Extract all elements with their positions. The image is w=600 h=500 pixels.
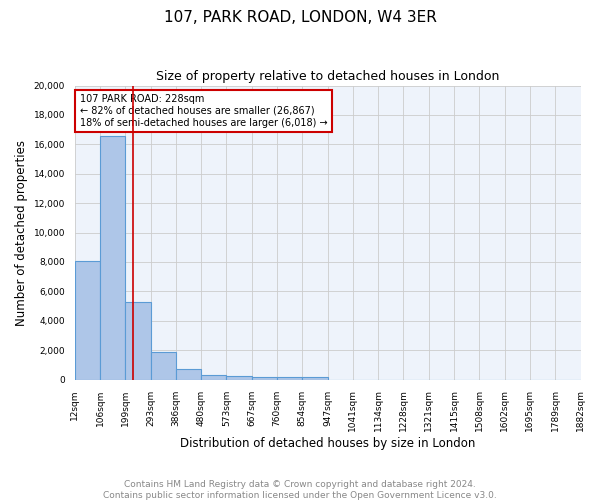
Bar — [125, 302, 151, 380]
Title: Size of property relative to detached houses in London: Size of property relative to detached ho… — [156, 70, 499, 83]
X-axis label: Distribution of detached houses by size in London: Distribution of detached houses by size … — [180, 437, 475, 450]
Bar — [302, 378, 328, 380]
Text: 107 PARK ROAD: 228sqm
← 82% of detached houses are smaller (26,867)
18% of semi-: 107 PARK ROAD: 228sqm ← 82% of detached … — [80, 94, 328, 128]
Text: 107, PARK ROAD, LONDON, W4 3ER: 107, PARK ROAD, LONDON, W4 3ER — [164, 10, 436, 25]
Bar — [226, 376, 252, 380]
Text: Contains HM Land Registry data © Crown copyright and database right 2024.
Contai: Contains HM Land Registry data © Crown c… — [103, 480, 497, 500]
Bar — [201, 375, 226, 380]
Bar — [100, 136, 125, 380]
Bar — [277, 377, 302, 380]
Bar — [75, 260, 100, 380]
Bar — [252, 377, 277, 380]
Bar — [151, 352, 176, 380]
Y-axis label: Number of detached properties: Number of detached properties — [15, 140, 28, 326]
Bar — [176, 370, 201, 380]
